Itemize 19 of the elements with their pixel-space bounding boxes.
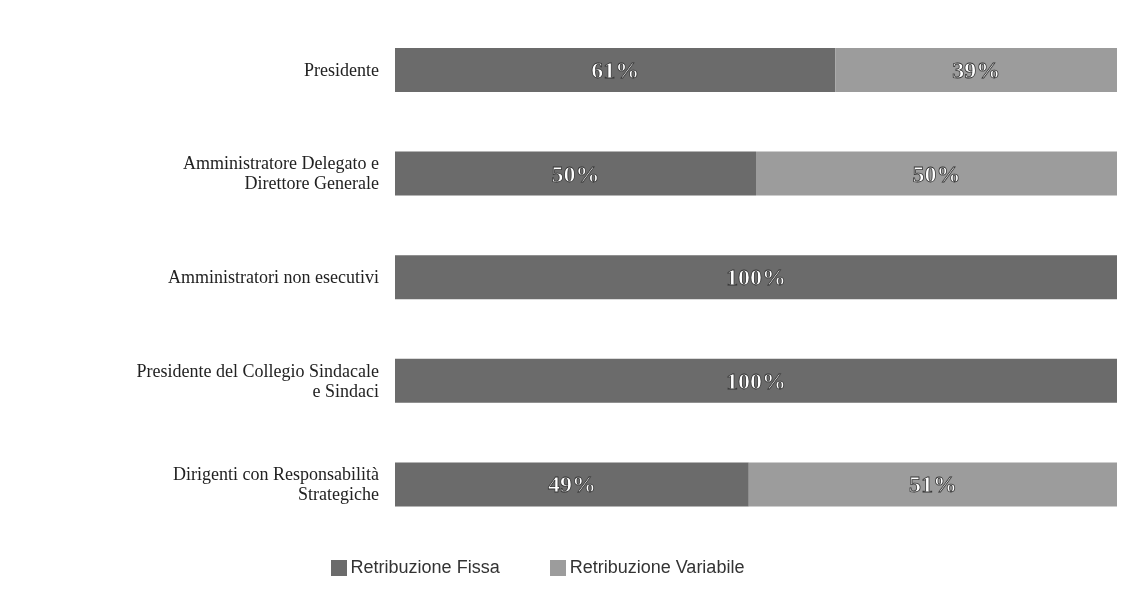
bar (835, 48, 1117, 92)
y-tick-label: Dirigenti con Responsabilità Strategiche (173, 464, 380, 505)
bar (395, 48, 836, 92)
y-tick-label: Presidente del Collegio Sindacale e Sindaci (136, 360, 380, 401)
data-label: 50% (551, 160, 600, 187)
legend-label: Retribuzione Fissa (350, 557, 500, 577)
data-label: 39% (952, 57, 1001, 83)
bar (748, 462, 1117, 507)
bar (756, 151, 1117, 196)
bar (395, 462, 749, 507)
y-tick-label: Presidente (304, 59, 380, 80)
y-tick-label: Amministratori non esecutivi (168, 267, 379, 287)
y-tick-label: Amministratore Delegato e Direttore Generale (183, 153, 380, 194)
bar (395, 358, 1117, 403)
data-label: 100% (726, 367, 786, 394)
bar (395, 255, 1117, 300)
data-label: 100% (726, 264, 786, 291)
legend-label: Retribuzione Variabile (569, 557, 745, 577)
bar (395, 151, 756, 196)
